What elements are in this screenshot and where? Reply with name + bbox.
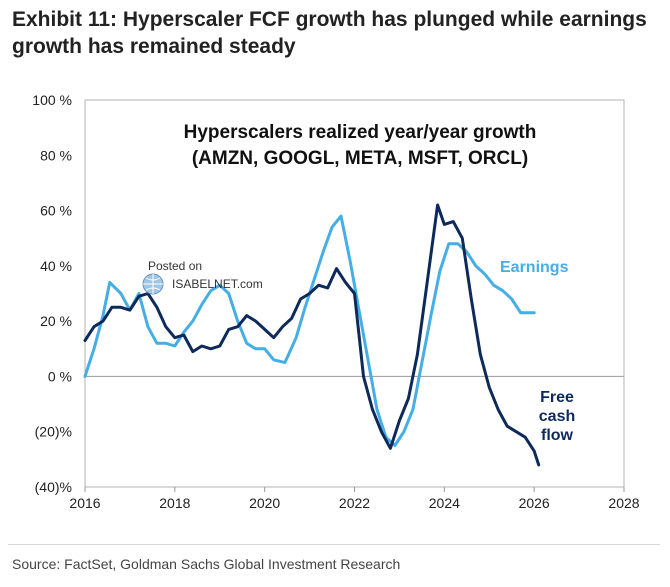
earnings-series-line: [83, 214, 536, 447]
x-tick-label: 2020: [249, 495, 280, 511]
y-tick-label: 20 %: [40, 313, 72, 329]
x-tick-label: 2018: [159, 495, 190, 511]
earnings-label: Earnings: [500, 259, 569, 276]
y-tick-label: 0 %: [48, 368, 72, 384]
y-tick-label: 100 %: [32, 92, 72, 108]
x-tick-label: 2022: [339, 495, 370, 511]
fcf-label-line3: flow: [541, 427, 574, 444]
source-divider: [8, 544, 660, 545]
fcf-series-line: [83, 203, 541, 467]
x-tick-label: 2026: [519, 495, 550, 511]
x-tick-label: 2016: [69, 495, 100, 511]
series-lines: [83, 203, 541, 467]
y-tick-label: (40)%: [35, 479, 72, 495]
watermark-line2: ISABELNET.com: [172, 277, 263, 291]
watermark: Posted on ISABELNET.com: [142, 259, 263, 295]
y-tick-label: 80 %: [40, 147, 72, 163]
fcf-label-line1: Free: [540, 389, 574, 406]
x-tick-label: 2024: [429, 495, 460, 511]
chart: 100 % 80 % 60 % 40 % 20 % 0 % (20)% (40)% 2016 2…: [0, 90, 670, 530]
x-axis: 2016 2018 2020 2022 2024 2026 2028: [69, 487, 640, 511]
y-tick-label: 60 %: [40, 203, 72, 219]
y-tick-label: (20)%: [35, 424, 72, 440]
chart-svg: 100 %80 %60 %40 %20 %0 %(20)%(40)% 2016 2…: [32, 92, 640, 511]
globe-icon: [142, 273, 164, 295]
watermark-line1: Posted on: [148, 259, 202, 273]
x-tick-label: 2028: [608, 495, 639, 511]
chart-subtitle: (AMZN, GOOGL, META, MSFT, ORCL): [192, 148, 528, 169]
source-note: Source: FactSet, Goldman Sachs Global In…: [12, 556, 401, 572]
exhibit-title: Exhibit 11: Hyperscaler FCF growth has p…: [12, 8, 647, 58]
y-axis: 100 % 80 % 60 % 40 % 20 % 0 % (20)% (40)%: [32, 92, 72, 495]
y-tick-label: 40 %: [40, 258, 72, 274]
fcf-label-line2: cash: [539, 408, 575, 425]
chart-title: Hyperscalers realized year/year growth: [184, 122, 537, 143]
